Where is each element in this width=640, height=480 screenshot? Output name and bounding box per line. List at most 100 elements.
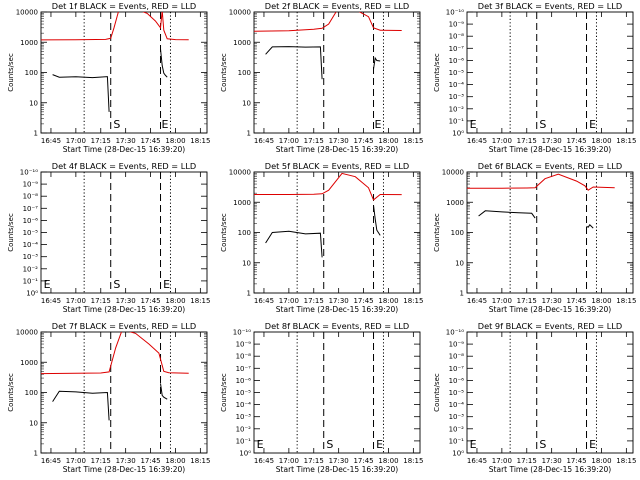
y-tick-label: 10 bbox=[29, 99, 38, 107]
plot-frame bbox=[40, 11, 208, 134]
x-tick-label: 17:30 bbox=[116, 137, 136, 145]
plot-frame bbox=[466, 331, 634, 454]
x-tick-label: 17:15 bbox=[517, 457, 537, 465]
y-tick-label: 10⁻² bbox=[449, 425, 465, 433]
y-axis-label: Counts/sec bbox=[7, 373, 15, 412]
y-tick-label: 10⁻⁵ bbox=[236, 389, 252, 397]
x-axis-label: Start Time (28-Dec-15 16:39:20) bbox=[63, 465, 185, 474]
y-tick-label: 10⁻⁶ bbox=[23, 217, 39, 225]
y-tick-label: 10⁻⁹ bbox=[449, 341, 465, 349]
y-tick-label: 10⁻¹ bbox=[449, 117, 465, 125]
x-tick-label: 17:45 bbox=[140, 137, 160, 145]
panel-3: Det 3f BLACK = Events, RED = LLD 16:45 17:… bbox=[433, 1, 636, 154]
panel-5: Det 5f BLACK = Events, RED = LLD 16:45 17:… bbox=[220, 161, 423, 314]
y-tick-label: 10⁻⁷ bbox=[449, 45, 465, 53]
y-axis-label: Counts/sec bbox=[433, 53, 441, 92]
x-tick-label: 18:00 bbox=[378, 297, 398, 305]
x-axis-label: Start Time (28-Dec-15 16:39:20) bbox=[63, 145, 185, 154]
x-tick-label: 17:30 bbox=[329, 297, 349, 305]
events-line bbox=[52, 390, 110, 421]
y-tick-label: 10⁰ bbox=[452, 130, 464, 138]
y-axis-label: Counts/sec bbox=[220, 213, 228, 252]
x-tick-label: 17:15 bbox=[91, 457, 111, 465]
plot-frame bbox=[40, 331, 208, 454]
y-tick-label: 10⁻¹ bbox=[449, 437, 465, 445]
y-tick-label: 10 bbox=[29, 419, 38, 427]
x-tick-label: 18:00 bbox=[165, 297, 185, 305]
y-tick-label: 10⁰ bbox=[239, 450, 251, 458]
y-axis-label: Counts/sec bbox=[7, 53, 15, 92]
y-tick-label: 10⁻⁵ bbox=[23, 229, 39, 237]
x-tick-label: 18:15 bbox=[403, 137, 423, 145]
x-tick-label: 16:45 bbox=[254, 137, 274, 145]
marker-S: S bbox=[326, 438, 333, 451]
y-tick-label: 1 bbox=[460, 290, 464, 298]
x-tick-label: 17:45 bbox=[566, 137, 586, 145]
x-tick-label: 17:30 bbox=[329, 137, 349, 145]
y-tick-label: 10000 bbox=[229, 169, 251, 177]
events-line bbox=[265, 230, 323, 258]
y-axis-label: Counts/sec bbox=[433, 373, 441, 412]
x-tick-label: 18:00 bbox=[591, 297, 611, 305]
y-tick-label: 10⁻⁶ bbox=[236, 377, 252, 385]
y-tick-label: 10⁻⁴ bbox=[449, 81, 465, 89]
y-tick-label: 100 bbox=[451, 229, 464, 237]
y-tick-label: 10000 bbox=[442, 169, 464, 177]
lld-line bbox=[41, 332, 189, 375]
x-tick-label: 16:45 bbox=[254, 297, 274, 305]
panel-4: Det 4f BLACK = Events, RED = LLD 16:45 17:… bbox=[7, 161, 210, 314]
y-axis-label: Counts/sec bbox=[220, 373, 228, 412]
y-tick-label: 10⁻² bbox=[449, 105, 465, 113]
x-tick-label: 18:00 bbox=[165, 457, 185, 465]
y-tick-label: 10 bbox=[242, 99, 251, 107]
x-tick-label: 18:00 bbox=[165, 137, 185, 145]
y-tick-label: 10⁻⁶ bbox=[449, 57, 465, 65]
x-tick-label: 17:00 bbox=[492, 457, 512, 465]
y-tick-label: 1 bbox=[247, 130, 251, 138]
x-tick-label: 17:00 bbox=[279, 457, 299, 465]
y-tick-label: 10000 bbox=[16, 329, 38, 337]
y-tick-label: 10⁻¹⁰ bbox=[20, 169, 38, 177]
y-axis-label: Counts/sec bbox=[7, 213, 15, 252]
panel-title: Det 6f BLACK = Events, RED = LLD bbox=[478, 161, 622, 171]
x-tick-label: 16:45 bbox=[467, 297, 487, 305]
x-tick-label: 17:15 bbox=[91, 297, 111, 305]
y-tick-label: 10⁰ bbox=[452, 450, 464, 458]
lld-line bbox=[254, 172, 402, 201]
marker-E: E bbox=[162, 118, 169, 131]
marker-S: S bbox=[539, 118, 546, 131]
x-tick-label: 17:15 bbox=[91, 137, 111, 145]
panel-title: Det 4f BLACK = Events, RED = LLD bbox=[52, 161, 196, 171]
y-tick-label: 10⁻⁴ bbox=[449, 401, 465, 409]
y-tick-label: 10⁻² bbox=[236, 425, 252, 433]
x-axis-label: Start Time (28-Dec-15 16:39:20) bbox=[489, 145, 611, 154]
y-tick-label: 10⁻⁷ bbox=[23, 205, 39, 213]
panel-title: Det 2f BLACK = Events, RED = LLD bbox=[265, 1, 409, 11]
panel-9: Det 9f BLACK = Events, RED = LLD 16:45 17:… bbox=[433, 321, 636, 474]
plot-frame bbox=[466, 171, 634, 294]
x-tick-label: 17:45 bbox=[353, 137, 373, 145]
x-tick-label: 16:45 bbox=[467, 457, 487, 465]
y-tick-label: 1 bbox=[247, 290, 251, 298]
x-tick-label: 18:00 bbox=[591, 457, 611, 465]
y-tick-label: 100 bbox=[238, 69, 251, 77]
panel-1: Det 1f BLACK = Events, RED = LLD 16:45 17:… bbox=[7, 1, 210, 154]
y-tick-label: 10⁰ bbox=[26, 290, 38, 298]
y-tick-label: 10000 bbox=[16, 9, 38, 17]
x-tick-label: 17:15 bbox=[517, 137, 537, 145]
x-tick-label: 17:15 bbox=[517, 297, 537, 305]
x-tick-label: 16:45 bbox=[41, 137, 61, 145]
y-tick-label: 10⁻⁴ bbox=[236, 401, 252, 409]
x-tick-label: 18:15 bbox=[190, 297, 210, 305]
plot-frame bbox=[40, 171, 208, 294]
events-line bbox=[373, 205, 381, 236]
events-line bbox=[373, 56, 381, 70]
x-tick-label: 17:30 bbox=[542, 137, 562, 145]
panel-8: Det 8f BLACK = Events, RED = LLD 16:45 17:… bbox=[220, 321, 423, 474]
x-tick-label: 17:45 bbox=[353, 457, 373, 465]
x-tick-label: 18:15 bbox=[403, 297, 423, 305]
marker-S: S bbox=[113, 278, 120, 291]
y-tick-label: 1 bbox=[34, 130, 38, 138]
events-line bbox=[160, 383, 168, 400]
marker-S: S bbox=[539, 438, 546, 451]
